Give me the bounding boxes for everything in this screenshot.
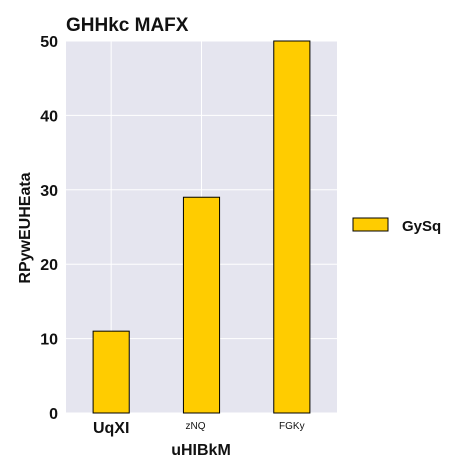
bar-zNQ (182, 196, 221, 414)
legend-label: GySq (402, 218, 441, 235)
x-tick-label: zNQ (186, 421, 206, 432)
y-axis-ticks: 0 10 20 30 40 50 (40, 34, 58, 423)
y-tick-label: 40 (40, 108, 58, 125)
y-tick-label: 30 (40, 183, 58, 200)
bars (92, 40, 311, 414)
x-axis-ticks: UqXI zNQ FGKy (93, 420, 305, 437)
legend: GySq (352, 217, 441, 235)
x-axis-label: uHIBkM (171, 442, 231, 459)
y-tick-label: 20 (40, 257, 58, 274)
legend-swatch (352, 217, 389, 232)
y-tick-label: 10 (40, 332, 58, 349)
x-tick-label: UqXI (93, 420, 129, 437)
bar-FGKy (273, 40, 311, 414)
y-axis-label: RPywEUHEata (17, 172, 34, 283)
bar-UqXI (92, 330, 130, 414)
y-tick-label: 50 (40, 34, 58, 51)
chart-title: GHHkc MAFX (66, 15, 189, 36)
y-tick-label: 0 (49, 406, 58, 423)
x-tick-label: FGKy (279, 421, 305, 432)
